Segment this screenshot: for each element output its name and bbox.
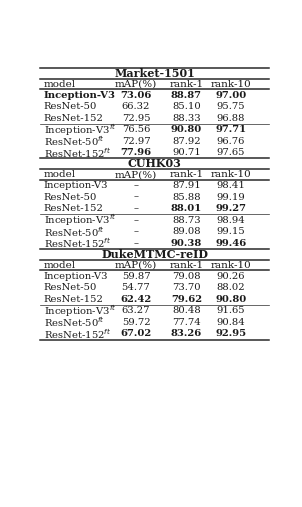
Text: 88.73: 88.73 — [172, 215, 201, 225]
Text: 92.95: 92.95 — [215, 330, 246, 338]
Text: 99.19: 99.19 — [217, 193, 245, 202]
Text: Inception-V3$^{ft}$: Inception-V3$^{ft}$ — [43, 212, 116, 228]
Text: 79.08: 79.08 — [172, 272, 201, 281]
Text: ResNet-50$^{ft}$: ResNet-50$^{ft}$ — [43, 315, 104, 329]
Text: 63.27: 63.27 — [122, 306, 150, 315]
Text: 72.95: 72.95 — [122, 114, 150, 123]
Text: ResNet-50: ResNet-50 — [43, 193, 97, 202]
Text: 83.26: 83.26 — [171, 330, 202, 338]
Text: 97.71: 97.71 — [215, 125, 246, 134]
Text: 88.87: 88.87 — [171, 91, 202, 99]
Text: 96.88: 96.88 — [217, 114, 245, 123]
Text: 97.00: 97.00 — [215, 91, 246, 99]
Text: ResNet-50$^{ft}$: ResNet-50$^{ft}$ — [43, 134, 104, 148]
Text: 79.62: 79.62 — [171, 295, 202, 304]
Text: CUHK03: CUHK03 — [128, 158, 182, 169]
Text: model: model — [43, 261, 76, 270]
Text: 90.80: 90.80 — [171, 125, 202, 134]
Text: –: – — [133, 239, 139, 248]
Text: 95.75: 95.75 — [217, 102, 245, 111]
Text: 99.46: 99.46 — [215, 239, 246, 248]
Text: 96.76: 96.76 — [217, 137, 245, 146]
Text: 88.33: 88.33 — [172, 114, 201, 123]
Text: –: – — [133, 204, 139, 213]
Text: Market-1501: Market-1501 — [114, 68, 195, 79]
Text: ResNet-152$^{ft}$: ResNet-152$^{ft}$ — [43, 236, 111, 250]
Text: 67.02: 67.02 — [120, 330, 152, 338]
Text: rank-1: rank-1 — [169, 80, 204, 89]
Text: rank-10: rank-10 — [210, 261, 251, 270]
Text: ResNet-152: ResNet-152 — [43, 295, 104, 304]
Text: 59.87: 59.87 — [122, 272, 150, 281]
Text: 98.41: 98.41 — [217, 181, 245, 190]
Text: 62.42: 62.42 — [120, 295, 152, 304]
Text: 98.94: 98.94 — [217, 215, 245, 225]
Text: mAP(%): mAP(%) — [115, 80, 157, 89]
Text: 91.65: 91.65 — [217, 306, 245, 315]
Text: 85.88: 85.88 — [172, 193, 201, 202]
Text: ResNet-50$^{ft}$: ResNet-50$^{ft}$ — [43, 225, 104, 239]
Text: 90.84: 90.84 — [217, 318, 245, 327]
Text: ResNet-152: ResNet-152 — [43, 114, 104, 123]
Text: 88.02: 88.02 — [217, 283, 245, 292]
Text: 73.70: 73.70 — [172, 283, 201, 292]
Text: 90.71: 90.71 — [172, 148, 201, 157]
Text: Inception-V3$^{ft}$: Inception-V3$^{ft}$ — [43, 122, 116, 137]
Text: 97.65: 97.65 — [217, 148, 245, 157]
Text: 76.56: 76.56 — [122, 125, 150, 134]
Text: 87.92: 87.92 — [172, 137, 201, 146]
Text: Inception-V3: Inception-V3 — [43, 272, 108, 281]
Text: rank-10: rank-10 — [210, 80, 251, 89]
Text: 77.96: 77.96 — [120, 148, 152, 157]
Text: 77.74: 77.74 — [172, 318, 201, 327]
Text: 89.08: 89.08 — [172, 227, 201, 236]
Text: rank-10: rank-10 — [210, 170, 251, 179]
Text: 87.91: 87.91 — [172, 181, 201, 190]
Text: 54.77: 54.77 — [122, 283, 150, 292]
Text: 73.06: 73.06 — [120, 91, 152, 99]
Text: 72.97: 72.97 — [122, 137, 150, 146]
Text: –: – — [133, 181, 139, 190]
Text: 85.10: 85.10 — [172, 102, 201, 111]
Text: Inception-V3: Inception-V3 — [43, 181, 108, 190]
Text: mAP(%): mAP(%) — [115, 261, 157, 270]
Text: –: – — [133, 227, 139, 236]
Text: 90.26: 90.26 — [217, 272, 245, 281]
Text: 66.32: 66.32 — [122, 102, 150, 111]
Text: ResNet-152$^{ft}$: ResNet-152$^{ft}$ — [43, 146, 111, 160]
Text: 59.72: 59.72 — [122, 318, 150, 327]
Text: Inception-V3: Inception-V3 — [43, 91, 116, 99]
Text: ResNet-50: ResNet-50 — [43, 283, 97, 292]
Text: 90.80: 90.80 — [215, 295, 246, 304]
Text: –: – — [133, 215, 139, 225]
Text: Inception-V3$^{ft}$: Inception-V3$^{ft}$ — [43, 303, 116, 319]
Text: ResNet-152$^{ft}$: ResNet-152$^{ft}$ — [43, 327, 111, 341]
Text: 99.27: 99.27 — [215, 204, 246, 213]
Text: 90.38: 90.38 — [171, 239, 202, 248]
Text: mAP(%): mAP(%) — [115, 170, 157, 179]
Text: model: model — [43, 170, 76, 179]
Text: DukeMTMC-reID: DukeMTMC-reID — [101, 249, 208, 260]
Text: 99.15: 99.15 — [217, 227, 245, 236]
Text: rank-1: rank-1 — [169, 261, 204, 270]
Text: 88.01: 88.01 — [171, 204, 202, 213]
Text: ResNet-50: ResNet-50 — [43, 102, 97, 111]
Text: model: model — [43, 80, 76, 89]
Text: –: – — [133, 193, 139, 202]
Text: ResNet-152: ResNet-152 — [43, 204, 104, 213]
Text: rank-1: rank-1 — [169, 170, 204, 179]
Text: 80.48: 80.48 — [172, 306, 201, 315]
